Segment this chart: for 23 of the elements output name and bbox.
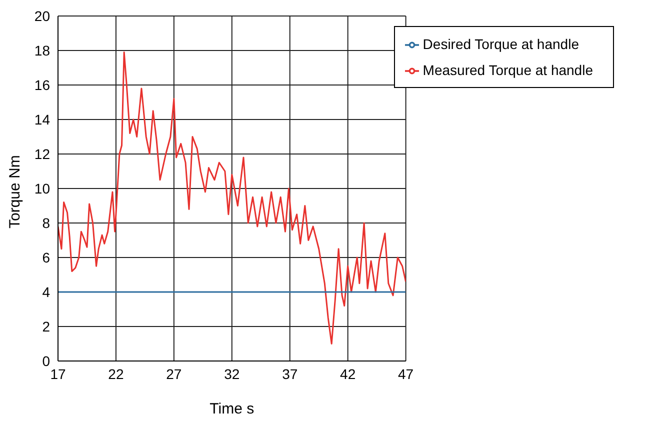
x-tick-label: 47 xyxy=(398,366,414,382)
y-tick-label: 6 xyxy=(42,249,50,266)
x-tick-label: 27 xyxy=(166,366,182,382)
x-axis-title: Time s xyxy=(210,400,254,418)
y-tick-label: 0 xyxy=(42,352,50,369)
y-tick-label: 20 xyxy=(34,8,50,24)
y-tick-label: 16 xyxy=(34,76,50,93)
x-tick-label: 32 xyxy=(224,366,240,382)
y-tick-label: 10 xyxy=(34,180,50,196)
x-tick-label: 22 xyxy=(108,366,124,382)
y-tick-label: 12 xyxy=(34,146,50,162)
legend-label: Desired Torque at handle xyxy=(422,36,579,52)
legend-label: Measured Torque at handle xyxy=(422,62,593,78)
x-tick-label: 37 xyxy=(282,366,298,382)
y-tick-label: 14 xyxy=(34,111,50,128)
y-tick-label: 8 xyxy=(42,214,50,231)
line-series xyxy=(58,51,406,344)
y-tick-label: 18 xyxy=(34,42,50,58)
x-tick-label: 42 xyxy=(340,366,356,382)
y-tick-label: 2 xyxy=(42,318,50,334)
x-tick-label: 17 xyxy=(50,366,66,382)
y-tick-label: 4 xyxy=(42,284,50,300)
y-axis-title: Torque Nm xyxy=(6,155,24,228)
